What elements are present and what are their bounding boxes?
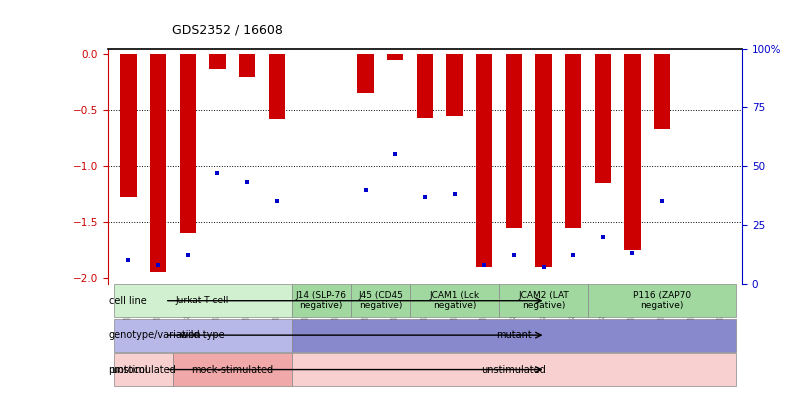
Text: unstimulated: unstimulated [111, 364, 176, 375]
Bar [476, 54, 492, 267]
Bar [446, 54, 463, 116]
Bar [624, 54, 641, 250]
Text: JCAM1 (Lck
negative): JCAM1 (Lck negative) [429, 291, 480, 310]
Text: Jurkat T cell: Jurkat T cell [176, 296, 229, 305]
Bar [506, 54, 522, 228]
Bar [180, 54, 196, 233]
Bar [291, 353, 737, 386]
Bar [535, 54, 551, 267]
Bar [499, 284, 588, 317]
Bar [209, 54, 226, 69]
Text: J45 (CD45
negative): J45 (CD45 negative) [358, 291, 403, 310]
Bar [351, 284, 410, 317]
Bar [595, 54, 611, 183]
Bar [113, 319, 291, 352]
Text: cell line: cell line [109, 296, 146, 306]
Bar [113, 353, 173, 386]
Bar [150, 54, 166, 272]
Text: genotype/variation: genotype/variation [109, 330, 201, 340]
Bar [120, 54, 136, 197]
Text: J14 (SLP-76
negative): J14 (SLP-76 negative) [296, 291, 346, 310]
Text: wild type: wild type [180, 330, 225, 340]
Bar [565, 54, 581, 228]
Bar [387, 54, 404, 60]
Bar [173, 353, 291, 386]
Text: mock-stimulated: mock-stimulated [192, 364, 273, 375]
Text: GDS2352 / 16608: GDS2352 / 16608 [172, 23, 282, 36]
Bar [291, 284, 351, 317]
Bar [269, 54, 285, 119]
Text: JCAM2 (LAT
negative): JCAM2 (LAT negative) [518, 291, 569, 310]
Text: mutant: mutant [496, 330, 531, 340]
Bar [654, 54, 670, 129]
Bar [588, 284, 737, 317]
Bar [239, 54, 255, 77]
Text: protocol: protocol [109, 364, 148, 375]
Bar [358, 54, 373, 93]
Text: unstimulated: unstimulated [481, 364, 547, 375]
Bar [410, 284, 499, 317]
Bar [291, 319, 737, 352]
Bar [417, 54, 433, 118]
Bar [113, 284, 291, 317]
Text: P116 (ZAP70
negative): P116 (ZAP70 negative) [633, 291, 691, 310]
